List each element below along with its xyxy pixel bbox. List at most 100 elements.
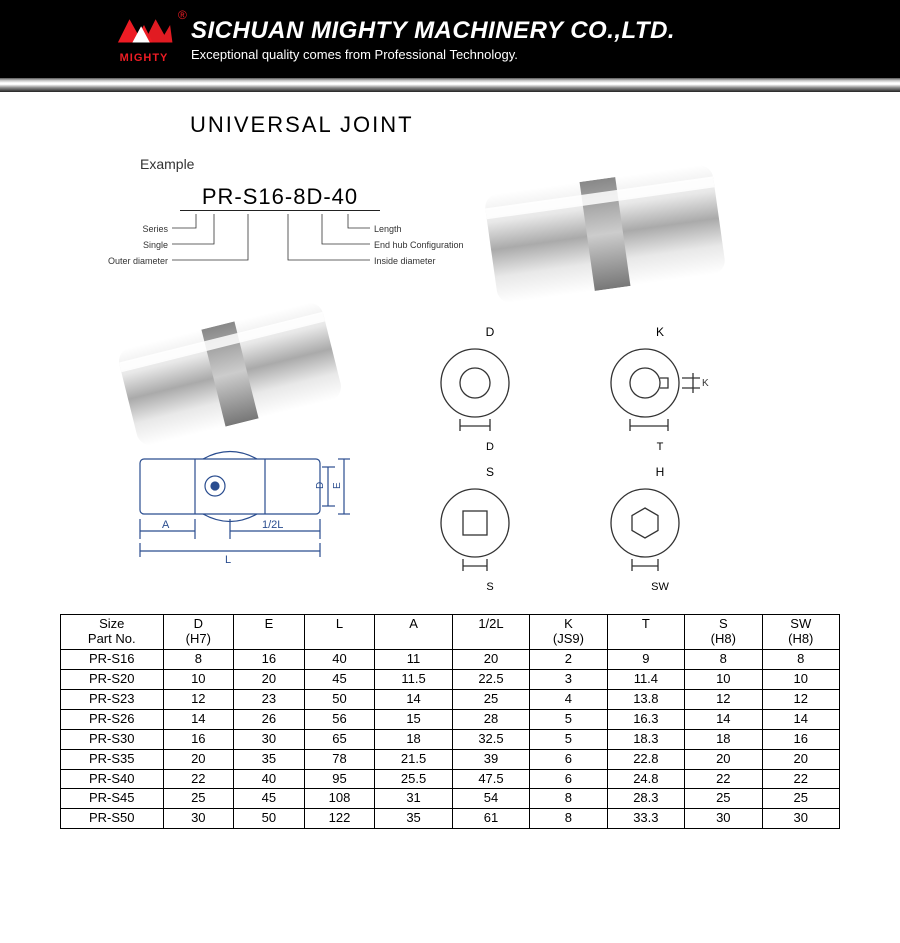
table-cell: 14 bbox=[685, 709, 762, 729]
table-cell: 20 bbox=[762, 749, 839, 769]
table-col-header: 1/2L bbox=[452, 615, 529, 650]
hole-top-label: S bbox=[486, 465, 494, 479]
dim-E: E bbox=[332, 482, 343, 489]
table-cell: 30 bbox=[762, 809, 839, 829]
table-row: PR-S3520357821.539622.82020 bbox=[61, 749, 840, 769]
table-cell: 2 bbox=[530, 649, 607, 669]
bore-square-icon bbox=[420, 483, 530, 578]
table-col-header: S(H8) bbox=[685, 615, 762, 650]
table-cell: 20 bbox=[685, 749, 762, 769]
diagram-row: A 1/2L L D E D bbox=[100, 329, 840, 599]
table-col-header: T bbox=[607, 615, 684, 650]
table-cell: 20 bbox=[452, 649, 529, 669]
hole-top-label: K bbox=[656, 325, 664, 339]
table-cell: PR-S16 bbox=[61, 649, 164, 669]
table-col-header: L bbox=[304, 615, 375, 650]
table-cell: 25 bbox=[762, 789, 839, 809]
table-cell: 14 bbox=[375, 689, 452, 709]
product-photo-angled bbox=[116, 300, 344, 448]
table-row: PR-S5030501223561833.33030 bbox=[61, 809, 840, 829]
table-cell: 3 bbox=[530, 669, 607, 689]
table-cell: 5 bbox=[530, 729, 607, 749]
table-row: PR-S4022409525.547.5624.82222 bbox=[61, 769, 840, 789]
table-row: PR-S2010204511.522.5311.41010 bbox=[61, 669, 840, 689]
table-cell: 16.3 bbox=[607, 709, 684, 729]
table-cell: 8 bbox=[762, 649, 839, 669]
dim-halfL: 1/2L bbox=[262, 519, 283, 531]
table-cell: 25 bbox=[685, 789, 762, 809]
table-cell: 8 bbox=[530, 809, 607, 829]
table-cell: 22.8 bbox=[607, 749, 684, 769]
table-col-header: SW(H8) bbox=[762, 615, 839, 650]
header-bar: MIGHTY ® SICHUAN MIGHTY MACHINERY CO.,LT… bbox=[0, 0, 900, 78]
hole-bottom-label: D bbox=[486, 441, 494, 453]
code-label-single: Single bbox=[143, 240, 168, 250]
hole-bottom-label: SW bbox=[651, 581, 669, 593]
table-col-header: E bbox=[234, 615, 305, 650]
table-cell: 24.8 bbox=[607, 769, 684, 789]
table-cell: 12 bbox=[163, 689, 234, 709]
table-cell: 22 bbox=[762, 769, 839, 789]
table-cell: 40 bbox=[304, 649, 375, 669]
table-cell: 30 bbox=[163, 809, 234, 829]
table-cell: 22 bbox=[163, 769, 234, 789]
table-col-header: A bbox=[375, 615, 452, 650]
table-cell: 14 bbox=[762, 709, 839, 729]
logo-text: MIGHTY bbox=[120, 52, 169, 64]
code-label-inside: Inside diameter bbox=[374, 256, 436, 266]
table-cell: 8 bbox=[685, 649, 762, 669]
code-label-series: Series bbox=[142, 224, 168, 234]
table-cell: PR-S20 bbox=[61, 669, 164, 689]
table-cell: 14 bbox=[163, 709, 234, 729]
table-header-row: SizePart No.D(H7)E L A 1/2L K(JS9)T S(H8… bbox=[61, 615, 840, 650]
table-cell: 4 bbox=[530, 689, 607, 709]
table-cell: 16 bbox=[163, 729, 234, 749]
table-cell: 18 bbox=[685, 729, 762, 749]
dim-A: A bbox=[162, 519, 170, 531]
table-cell: 61 bbox=[452, 809, 529, 829]
divider-metal-bar bbox=[0, 78, 900, 92]
table-cell: 50 bbox=[234, 809, 305, 829]
table-cell: 65 bbox=[304, 729, 375, 749]
table-cell: PR-S35 bbox=[61, 749, 164, 769]
hole-type-H: H SW bbox=[590, 469, 730, 599]
table-cell: 28.3 bbox=[607, 789, 684, 809]
table-row: PR-S231223501425413.81212 bbox=[61, 689, 840, 709]
hole-types-grid: D D K bbox=[420, 329, 730, 599]
part-code-diagram: PR-S16-8D-40 Series Single Outer diamete… bbox=[110, 184, 450, 304]
table-cell: 108 bbox=[304, 789, 375, 809]
table-row: PR-S301630651832.5518.31816 bbox=[61, 729, 840, 749]
table-col-header: SizePart No. bbox=[61, 615, 164, 650]
dim-D: D bbox=[315, 482, 326, 489]
table-cell: 28 bbox=[452, 709, 529, 729]
content-area: UNIVERSAL JOINT Example PR-S16-8D-40 Ser… bbox=[0, 92, 900, 839]
table-cell: 25.5 bbox=[375, 769, 452, 789]
code-label-endhub: End hub Configuration bbox=[374, 240, 464, 250]
bore-circle-icon bbox=[420, 343, 530, 438]
table-cell: 20 bbox=[234, 669, 305, 689]
table-cell: 13.8 bbox=[607, 689, 684, 709]
table-body: PR-S168164011202988PR-S2010204511.522.53… bbox=[61, 649, 840, 828]
table-cell: 10 bbox=[163, 669, 234, 689]
table-cell: 35 bbox=[375, 809, 452, 829]
table-cell: 10 bbox=[762, 669, 839, 689]
table-cell: 12 bbox=[762, 689, 839, 709]
hole-type-K: K K T bbox=[590, 329, 730, 459]
logo: MIGHTY bbox=[115, 14, 173, 64]
table-cell: 18 bbox=[375, 729, 452, 749]
table-cell: PR-S23 bbox=[61, 689, 164, 709]
dim-K-side: K bbox=[702, 378, 709, 389]
table-cell: 9 bbox=[607, 649, 684, 669]
table-row: PR-S4525451083154828.32525 bbox=[61, 789, 840, 809]
spec-table: SizePart No.D(H7)E L A 1/2L K(JS9)T S(H8… bbox=[60, 614, 840, 829]
table-cell: 18.3 bbox=[607, 729, 684, 749]
table-cell: 6 bbox=[530, 769, 607, 789]
table-cell: 12 bbox=[685, 689, 762, 709]
code-label-length: Length bbox=[374, 224, 402, 234]
table-cell: 33.3 bbox=[607, 809, 684, 829]
table-cell: 95 bbox=[304, 769, 375, 789]
table-cell: 11 bbox=[375, 649, 452, 669]
table-cell: PR-S30 bbox=[61, 729, 164, 749]
table-cell: 25 bbox=[163, 789, 234, 809]
table-cell: PR-S26 bbox=[61, 709, 164, 729]
